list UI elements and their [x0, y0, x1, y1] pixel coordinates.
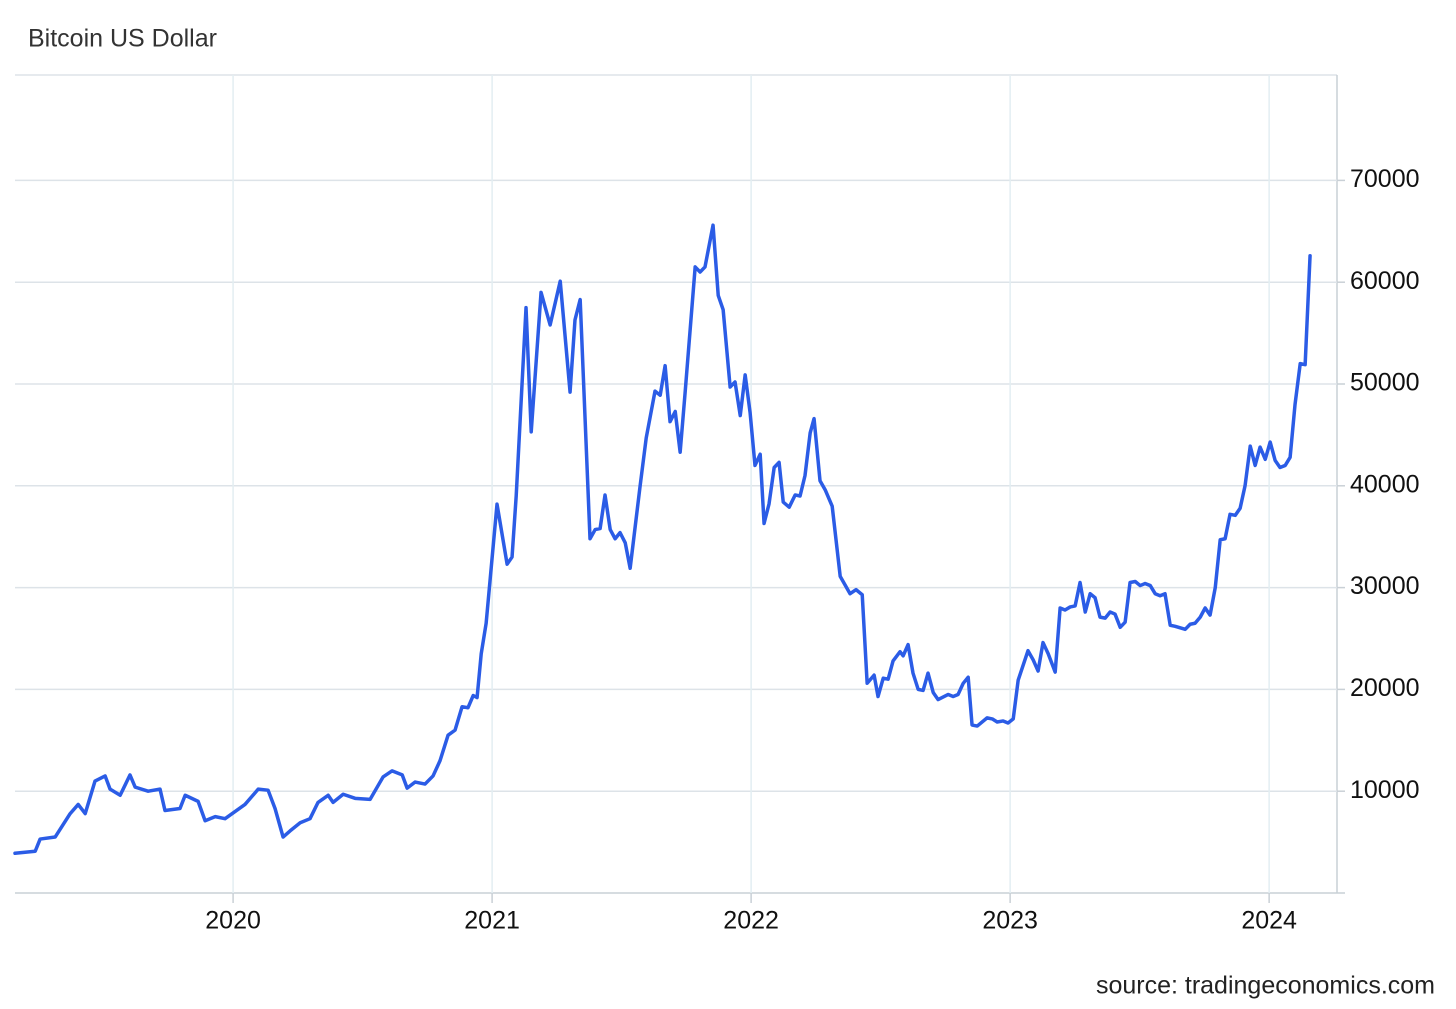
y-tick-label: 60000 — [1350, 267, 1420, 295]
y-tick-label: 70000 — [1350, 165, 1420, 193]
x-tick-label: 2023 — [982, 907, 1038, 935]
x-tick-label: 2021 — [464, 907, 520, 935]
y-tick-label: 40000 — [1350, 470, 1420, 498]
chart-title: Bitcoin US Dollar — [28, 25, 217, 53]
y-tick-label: 50000 — [1350, 369, 1420, 397]
x-tick-label: 2020 — [205, 907, 261, 935]
price-line — [13, 223, 1312, 856]
source-note: source: tradingeconomics.com — [1096, 972, 1435, 1000]
x-tick-label: 2024 — [1241, 907, 1297, 935]
y-tick-label: 20000 — [1350, 674, 1420, 702]
y-tick-label: 10000 — [1350, 776, 1420, 804]
x-tick-label: 2022 — [723, 907, 779, 935]
y-tick-label: 30000 — [1350, 572, 1420, 600]
